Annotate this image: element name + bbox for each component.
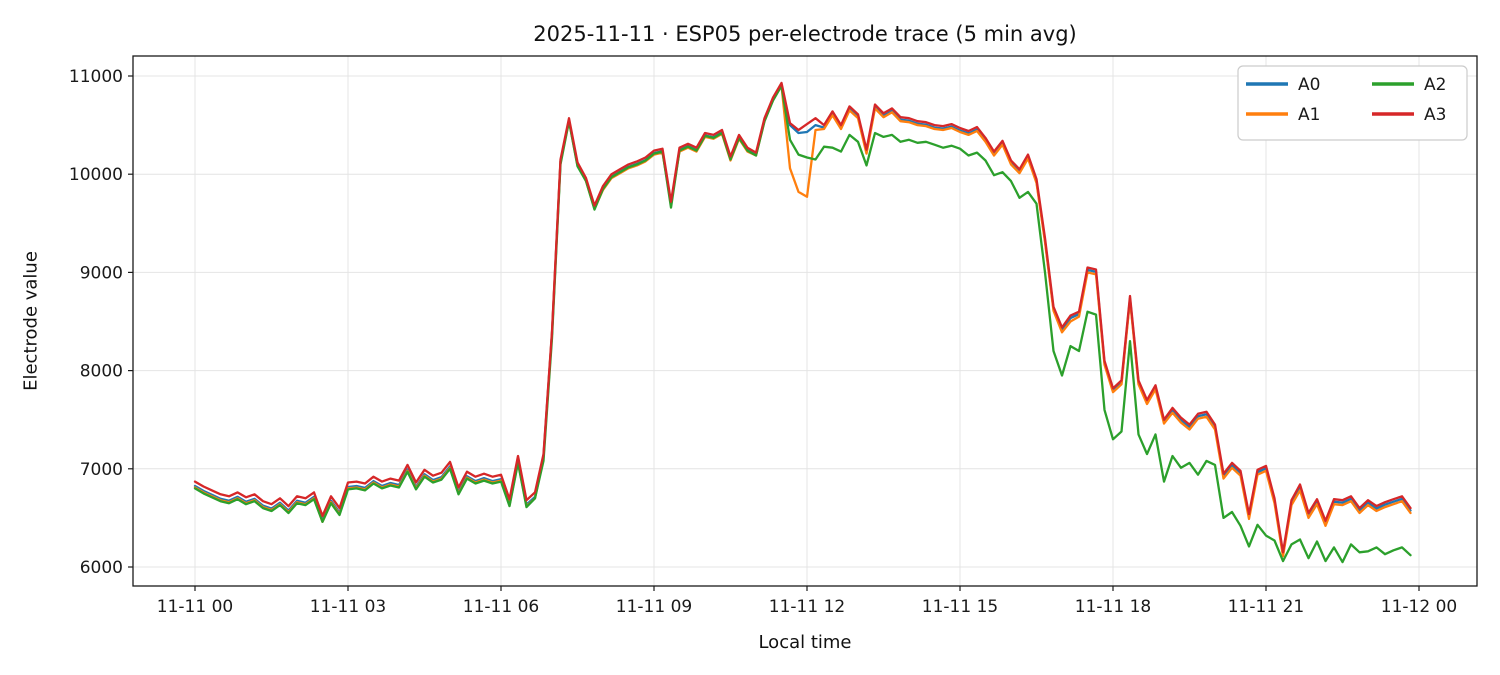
legend-label-a0: A0 bbox=[1298, 75, 1320, 95]
series-line-a3 bbox=[193, 81, 1412, 554]
x-tick-label: 11-11 09 bbox=[616, 597, 692, 617]
x-axis-label: Local time bbox=[758, 632, 852, 653]
x-tick-label: 11-11 00 bbox=[157, 597, 233, 617]
x-tick-label: 11-11 12 bbox=[769, 597, 845, 617]
legend-label-a1: A1 bbox=[1298, 105, 1320, 125]
y-tick-label: 10000 bbox=[69, 165, 123, 185]
series-line-a2 bbox=[193, 84, 1412, 564]
plot-border bbox=[132, 55, 1478, 587]
x-tick-label: 11-11 03 bbox=[310, 597, 386, 617]
legend-label-a2: A2 bbox=[1424, 75, 1446, 95]
y-tick-label: 8000 bbox=[80, 362, 123, 382]
x-tick-label: 11-11 21 bbox=[1228, 597, 1304, 617]
chart-title: 2025-11-11 · ESP05 per-electrode trace (… bbox=[533, 22, 1077, 46]
y-tick-label: 7000 bbox=[80, 460, 123, 480]
legend-label-a3: A3 bbox=[1424, 105, 1446, 125]
y-tick-label: 9000 bbox=[80, 263, 123, 283]
x-tick-label: 11-11 15 bbox=[922, 597, 998, 617]
series-line-a0 bbox=[193, 84, 1412, 556]
x-tick-label: 11-11 18 bbox=[1075, 597, 1151, 617]
y-tick-label: 6000 bbox=[80, 558, 123, 578]
y-tick-label: 11000 bbox=[69, 67, 123, 87]
x-tick-label: 11-11 06 bbox=[463, 597, 539, 617]
x-tick-label: 11-12 00 bbox=[1381, 597, 1457, 617]
